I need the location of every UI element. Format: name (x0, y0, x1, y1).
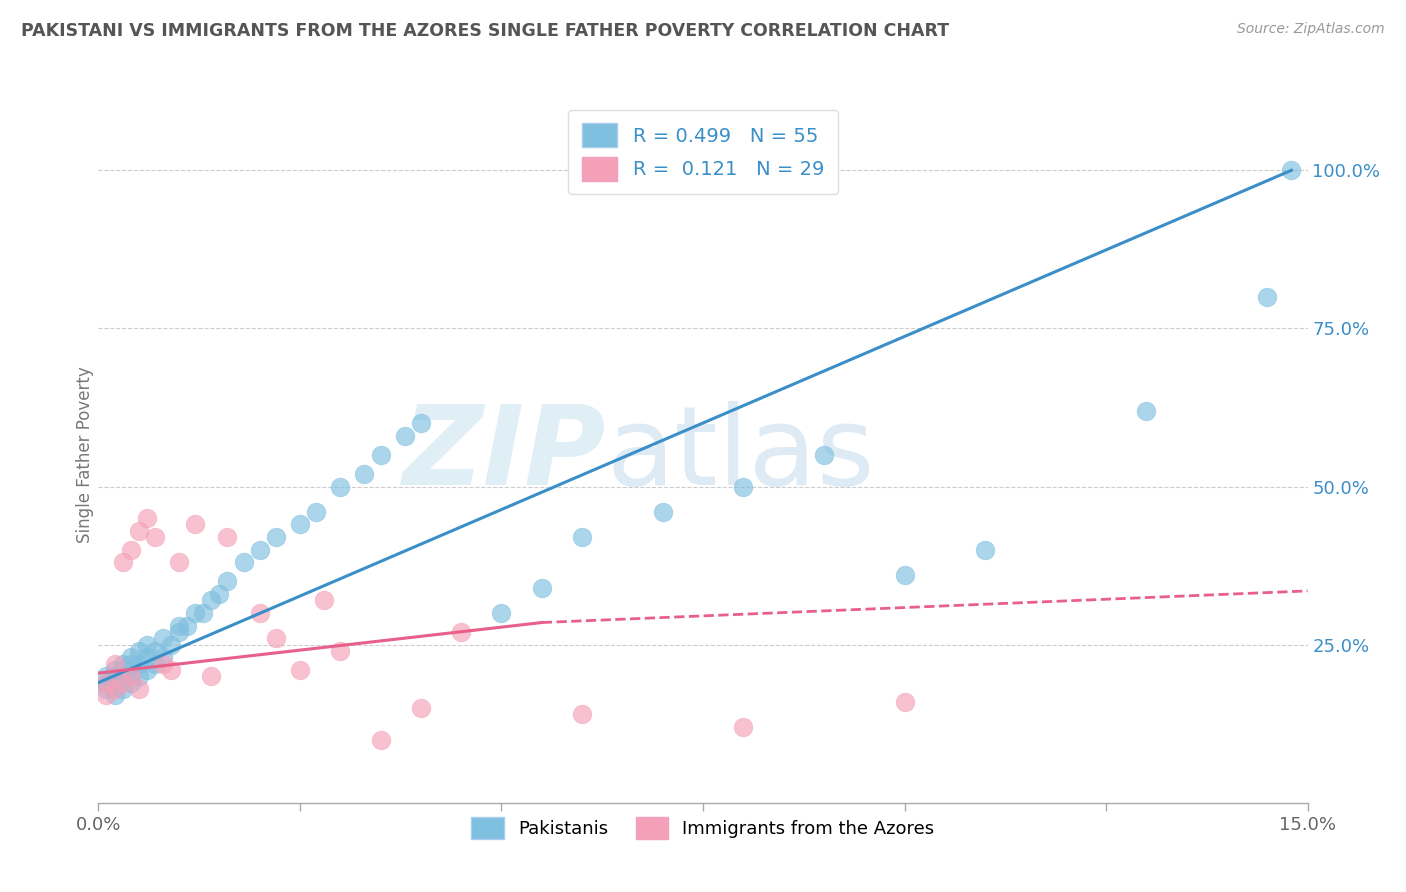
Point (152, 657, 174, 671)
Point (232, 556, 254, 570)
Point (160, 663, 183, 677)
Point (103, 675, 125, 690)
Point (96, 669, 118, 683)
Point (893, 695, 915, 709)
Point (409, 701, 432, 715)
Point (288, 517, 311, 532)
Point (893, 568, 915, 582)
Point (167, 625, 190, 640)
Point (329, 479, 352, 493)
Point (217, 574, 239, 589)
Point (120, 669, 142, 683)
Point (135, 511, 157, 525)
Point (1281, 163, 1303, 178)
Point (184, 517, 207, 532)
Point (491, 606, 513, 620)
Text: ZIP: ZIP (402, 401, 606, 508)
Point (135, 638, 157, 652)
Point (103, 663, 125, 677)
Point (120, 675, 142, 690)
Point (152, 650, 174, 665)
Point (103, 657, 125, 671)
Point (111, 663, 134, 677)
Point (96, 681, 118, 696)
Point (733, 720, 755, 734)
Point (128, 524, 150, 538)
Point (208, 587, 231, 601)
Point (96, 675, 118, 690)
Point (530, 581, 553, 595)
Point (200, 593, 222, 607)
Point (120, 650, 142, 665)
Point (733, 479, 755, 493)
Point (249, 542, 271, 557)
Point (111, 669, 134, 683)
Point (1135, 403, 1157, 417)
Point (651, 505, 673, 519)
Legend: Pakistanis, Immigrants from the Azores: Pakistanis, Immigrants from the Azores (464, 809, 942, 846)
Point (103, 681, 125, 696)
Point (103, 688, 125, 702)
Point (193, 606, 215, 620)
Point (184, 606, 207, 620)
Point (974, 542, 997, 557)
Point (152, 632, 174, 646)
Point (370, 448, 392, 462)
Point (96, 688, 118, 702)
Point (167, 556, 190, 570)
Point (305, 505, 328, 519)
Point (143, 530, 166, 544)
Point (249, 606, 271, 620)
Text: Source: ZipAtlas.com: Source: ZipAtlas.com (1237, 22, 1385, 37)
Point (111, 675, 134, 690)
Point (571, 530, 593, 544)
Point (128, 669, 150, 683)
Point (120, 669, 142, 683)
Point (111, 657, 134, 671)
Point (143, 644, 166, 658)
Point (128, 644, 150, 658)
Point (314, 593, 336, 607)
Point (111, 556, 134, 570)
Point (200, 669, 222, 683)
Point (394, 429, 416, 443)
Point (128, 657, 150, 671)
Point (409, 417, 432, 431)
Point (329, 644, 352, 658)
Point (288, 663, 311, 677)
Point (135, 663, 157, 677)
Text: atlas: atlas (606, 401, 875, 508)
Point (167, 618, 190, 632)
Point (353, 467, 375, 481)
Point (264, 632, 287, 646)
Point (135, 650, 157, 665)
Text: PAKISTANI VS IMMIGRANTS FROM THE AZORES SINGLE FATHER POVERTY CORRELATION CHART: PAKISTANI VS IMMIGRANTS FROM THE AZORES … (21, 22, 949, 40)
Point (813, 448, 835, 462)
Point (103, 669, 125, 683)
Point (450, 625, 472, 640)
Point (111, 681, 134, 696)
Point (128, 681, 150, 696)
Point (176, 618, 198, 632)
Point (96, 675, 118, 690)
Point (120, 657, 142, 671)
Point (571, 707, 593, 722)
Point (120, 542, 142, 557)
Point (264, 530, 287, 544)
Point (143, 657, 166, 671)
Point (1256, 290, 1278, 304)
Point (217, 530, 239, 544)
Y-axis label: Single Father Poverty: Single Father Poverty (76, 367, 94, 543)
Point (370, 732, 392, 747)
Point (160, 638, 183, 652)
